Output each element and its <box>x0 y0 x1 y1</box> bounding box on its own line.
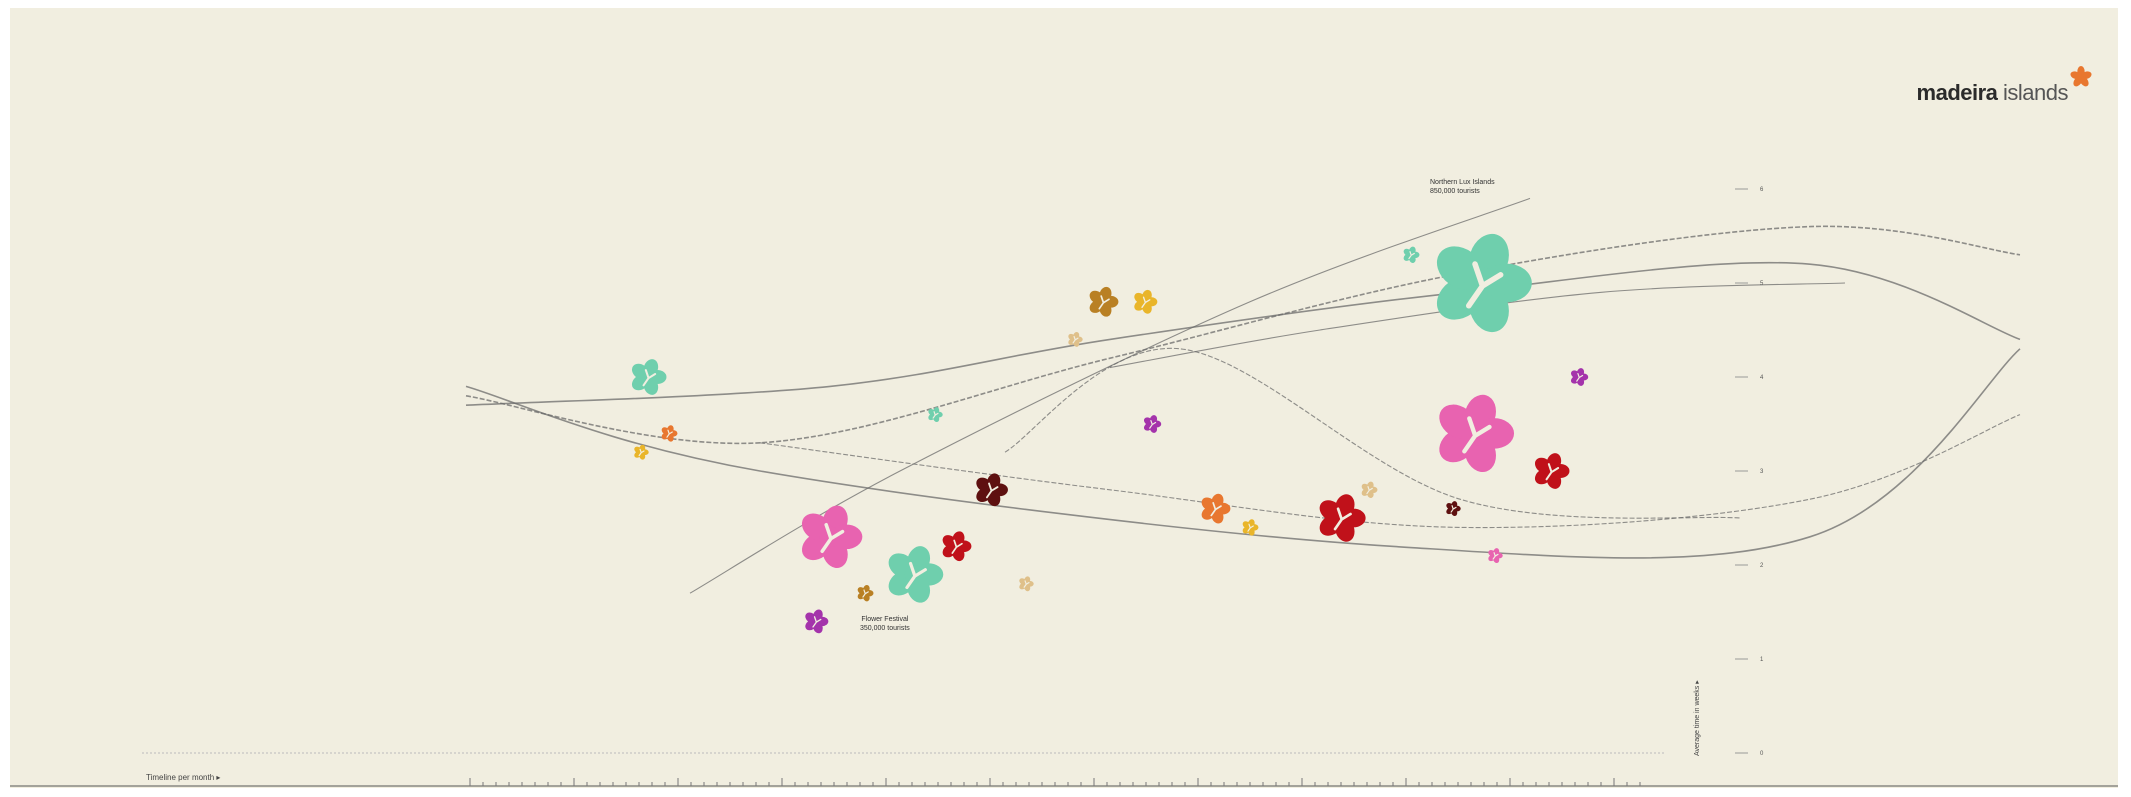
flower-point <box>1570 368 1589 386</box>
flower-point <box>1319 494 1366 542</box>
flower-point <box>1403 246 1420 263</box>
flower-point <box>1242 519 1259 536</box>
flower-point <box>801 505 863 569</box>
series-curve <box>465 348 2021 559</box>
chart-canvas: 0 1 2 3 4 5 6 madeira islands Northern Lux Isl… <box>10 8 2118 788</box>
flower-point <box>1134 289 1158 314</box>
series-curve <box>689 197 1531 594</box>
flower-point <box>661 425 678 442</box>
brand-name-light: islands <box>1997 80 2068 105</box>
y-tick-label: 1 <box>1760 657 1764 663</box>
annotation-bottom-line1: Flower Festival <box>861 616 909 623</box>
flower-point <box>1436 233 1532 333</box>
flower-point <box>1068 331 1083 347</box>
flower-point <box>928 407 943 423</box>
y-axis-label: Average time in weeks ▸ <box>1694 680 1701 756</box>
series-curve <box>1004 347 1741 519</box>
x-axis-label: Timeline per month ▸ <box>146 773 221 782</box>
flower-point <box>857 585 874 602</box>
flower-point <box>1488 548 1503 564</box>
y-tick-label: 2 <box>1760 563 1764 569</box>
flower-point <box>634 444 649 460</box>
annotation-top-line1: Northern Lux Islands <box>1430 179 1495 186</box>
y-tick-label: 4 <box>1760 375 1764 381</box>
y-tick-label: 6 <box>1760 187 1764 193</box>
flower-point <box>1019 576 1034 592</box>
series-curve <box>465 225 2021 445</box>
flower-icon <box>2070 66 2092 87</box>
flower-point <box>888 546 944 603</box>
annotation-bottom-line2: 350,000 tourists <box>860 625 910 632</box>
series-curve <box>465 261 2021 406</box>
flower-point <box>1446 501 1461 517</box>
flower-point <box>976 473 1008 507</box>
flower-point <box>1089 286 1119 317</box>
flower-point <box>1201 493 1231 524</box>
y-tick-label: 3 <box>1760 469 1764 475</box>
flower-point <box>1143 415 1162 433</box>
annotation-top-line2: 850,000 tourists <box>1430 188 1480 195</box>
flower-point <box>1534 453 1570 489</box>
chart-svg: 0 1 2 3 4 5 6 <box>10 187 2118 787</box>
y-tick-label: 5 <box>1760 281 1764 287</box>
brand-name-bold: madeira <box>1916 80 1998 105</box>
flower-point <box>1361 481 1378 498</box>
flower-point <box>805 609 829 634</box>
y-tick-label: 0 <box>1760 751 1764 757</box>
flower-point <box>942 531 972 562</box>
series-curve <box>759 414 2021 529</box>
brand-logo: madeira islands <box>1916 66 2092 106</box>
flower-point <box>631 359 667 395</box>
annotation-bottom: Flower Festival 350,000 tourists <box>860 615 910 633</box>
annotation-top: Northern Lux Islands 850,000 tourists <box>1430 178 1495 196</box>
flower-point <box>1439 394 1515 473</box>
